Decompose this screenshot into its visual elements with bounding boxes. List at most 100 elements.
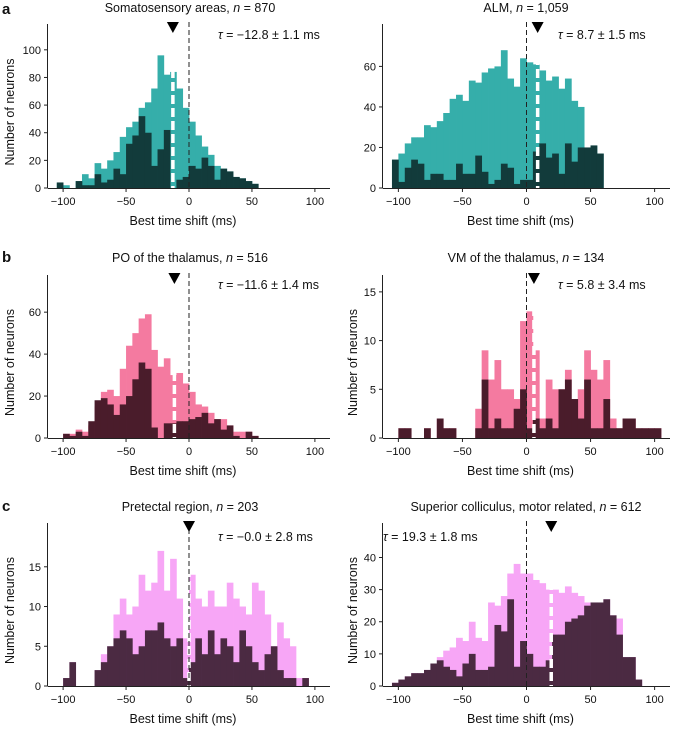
panel-letter-b: b [2, 249, 11, 266]
bar-subset [195, 638, 202, 686]
x-tick-label: 50 [246, 446, 258, 458]
bar-subset [462, 173, 470, 188]
bar-subset [138, 362, 146, 438]
bar-subset [564, 143, 572, 188]
bar-all [545, 80, 553, 188]
bar-subset [577, 147, 585, 188]
y-tick-label: 40 [29, 349, 41, 361]
bar-all [289, 646, 297, 686]
bar-subset [571, 161, 579, 188]
bar-subset [264, 654, 272, 686]
x-tick-label: 50 [584, 196, 596, 208]
bar-subset [100, 398, 108, 438]
tau-marker-triangle [168, 273, 181, 284]
bar-all [526, 62, 534, 188]
x-axis-label: Best time shift (ms) [130, 712, 237, 726]
bar-subset [520, 389, 527, 438]
bar-subset [151, 427, 158, 438]
bar-subset [220, 638, 228, 686]
bar-subset [616, 634, 623, 686]
bar-subset [258, 670, 265, 686]
bar-all [436, 121, 444, 188]
x-tick-label: 100 [306, 196, 324, 208]
bar-subset [176, 179, 184, 188]
bar-subset [590, 602, 598, 686]
bar-subset [81, 435, 89, 438]
bar-subset [100, 182, 108, 188]
bar-subset [564, 379, 572, 438]
bar-subset [245, 181, 253, 188]
bar-subset [94, 670, 102, 686]
bar-subset [251, 662, 259, 686]
bar-all [233, 598, 240, 686]
bar-subset [163, 638, 171, 686]
bar-all [176, 88, 184, 188]
y-tick-label: 20 [364, 142, 376, 154]
x-tick-label: 0 [186, 694, 192, 706]
bar-subset [468, 173, 476, 188]
bar-all [552, 76, 559, 188]
bar-subset [552, 428, 559, 438]
bar-subset [584, 147, 591, 188]
bar-subset [648, 428, 655, 438]
x-tick-label: −50 [117, 694, 136, 706]
bar-subset [245, 646, 253, 686]
bar-all [520, 321, 527, 438]
bar-subset [100, 662, 108, 686]
bar-subset [443, 666, 450, 686]
x-tick-label: 100 [306, 694, 324, 706]
bar-subset [520, 641, 527, 686]
bar-all [545, 589, 553, 686]
bar-subset [63, 678, 70, 686]
bar-subset [411, 673, 418, 686]
bar-all [520, 573, 527, 686]
bar-all [157, 366, 165, 438]
bar-all [590, 369, 598, 438]
bar-subset [157, 622, 165, 686]
x-tick-label: 50 [246, 196, 258, 208]
bar-subset [545, 418, 553, 438]
bar-all [251, 582, 259, 686]
bar-all [277, 622, 284, 686]
y-tick-label: 0 [370, 681, 376, 693]
bar-all [481, 72, 489, 188]
x-tick-label: −100 [51, 694, 76, 706]
bar-subset [417, 673, 425, 686]
tau-annotation: τ = 19.3 ± 1.8 ms [383, 530, 478, 544]
bar-subset [119, 174, 127, 188]
bar-subset [558, 634, 566, 686]
bar-all [81, 431, 89, 438]
y-axis-label: Number of neurons [3, 557, 17, 664]
bar-all [494, 360, 502, 438]
bar-all [577, 389, 585, 438]
bar-subset [449, 669, 457, 686]
x-tick-label: 50 [246, 694, 258, 706]
tau-annotation: τ = 8.7 ± 1.5 ms [558, 28, 646, 42]
bar-subset [558, 173, 566, 188]
bar-all [481, 641, 489, 686]
y-tick-label: 15 [29, 562, 41, 574]
bar-subset [635, 428, 643, 438]
bar-subset [513, 666, 521, 686]
y-tick-label: 10 [29, 602, 41, 614]
bar-subset [468, 653, 476, 686]
bar-all [151, 88, 158, 188]
x-axis-label: Best time shift (ms) [467, 214, 574, 228]
bar-subset [552, 634, 559, 686]
bar-subset [462, 663, 470, 686]
bar-subset [481, 171, 489, 188]
bar-subset [494, 418, 502, 438]
bar-all [558, 88, 566, 188]
bar-subset [113, 414, 121, 438]
y-tick-label: 30 [364, 585, 376, 597]
x-tick-label: −100 [51, 446, 76, 458]
bar-subset [182, 176, 190, 188]
bar-subset [126, 143, 133, 188]
x-tick-label: −100 [386, 694, 411, 706]
bar-subset [289, 678, 297, 686]
bar-all [138, 574, 146, 686]
panel-title: Superior colliculus, motor related, n = … [410, 500, 641, 514]
bar-all [475, 82, 483, 188]
y-tick-label: 0 [35, 433, 41, 445]
bar-subset [233, 435, 240, 438]
